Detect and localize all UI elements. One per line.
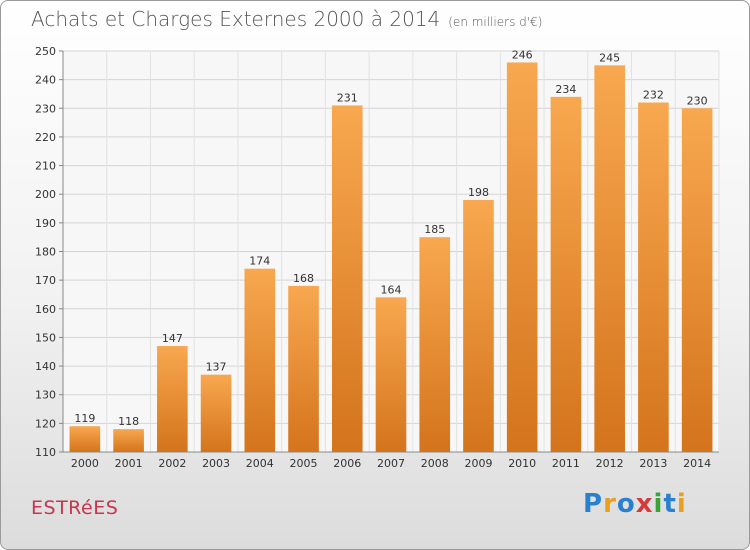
y-tick-label: 130 xyxy=(35,389,56,402)
value-label-2006: 231 xyxy=(337,91,358,104)
bar-2011 xyxy=(550,96,582,452)
value-label-2014: 230 xyxy=(687,94,708,107)
bar-2006 xyxy=(331,105,363,453)
x-tick-label-2002: 2002 xyxy=(158,457,186,470)
y-tick-label: 140 xyxy=(35,360,56,373)
value-label-2002: 147 xyxy=(162,332,183,345)
y-tick-label: 220 xyxy=(35,131,56,144)
y-tick-label: 150 xyxy=(35,331,56,344)
x-tick-label-2001: 2001 xyxy=(115,457,143,470)
chart-title: Achats et Charges Externes 2000 à 2014 (e… xyxy=(31,7,542,31)
value-label-2004: 174 xyxy=(249,255,270,268)
y-tick-label: 240 xyxy=(35,74,56,87)
bar-2002 xyxy=(157,346,188,452)
bar-2007 xyxy=(375,297,407,452)
bar-2014 xyxy=(681,108,713,453)
bar-2000 xyxy=(69,426,101,452)
x-tick-label-2008: 2008 xyxy=(421,457,449,470)
value-label-2009: 198 xyxy=(468,186,489,199)
x-tick-label-2013: 2013 xyxy=(639,457,667,470)
value-label-2007: 164 xyxy=(381,283,402,296)
x-tick-label-2000: 2000 xyxy=(71,457,99,470)
y-tick-label: 200 xyxy=(35,188,56,201)
y-tick-label: 110 xyxy=(35,446,56,459)
bar-2010 xyxy=(506,62,538,452)
value-label-2011: 234 xyxy=(555,83,576,96)
x-tick-label-2009: 2009 xyxy=(464,457,492,470)
y-tick-label: 160 xyxy=(35,303,56,316)
x-tick-label-2006: 2006 xyxy=(333,457,361,470)
value-label-2005: 168 xyxy=(293,272,314,285)
bar-2005 xyxy=(288,285,319,452)
x-tick-label-2007: 2007 xyxy=(377,457,405,470)
chart-title-text: Achats et Charges Externes 2000 à 2014 xyxy=(31,7,441,31)
value-label-2003: 137 xyxy=(206,361,227,374)
value-label-2008: 185 xyxy=(424,223,445,236)
value-label-2001: 118 xyxy=(118,415,139,428)
bars: 119 118 147 137 174 168 231 164 185 198 246 234 245 2… xyxy=(69,48,713,453)
bar-2001 xyxy=(113,429,144,452)
y-tick-label: 180 xyxy=(35,246,56,259)
x-tick-label-2005: 2005 xyxy=(290,457,318,470)
bar-2004 xyxy=(244,268,276,452)
y-tick-label: 250 xyxy=(35,45,56,58)
y-tick-label: 120 xyxy=(35,417,56,430)
y-tick-label: 210 xyxy=(35,160,56,173)
place-name: ESTRéES xyxy=(31,497,119,519)
chart-unit: (en milliers d'€) xyxy=(448,15,543,29)
y-tick-label: 190 xyxy=(35,217,56,230)
axes: 110 120 130 140 150 160 170 180 190 200 210 220 230 2… xyxy=(35,45,719,470)
bar-2008 xyxy=(419,237,451,452)
x-tick-label-2012: 2012 xyxy=(596,457,624,470)
bar-2009 xyxy=(463,199,494,452)
value-label-2013: 232 xyxy=(643,89,664,102)
x-tick-label-2011: 2011 xyxy=(552,457,580,470)
value-label-2010: 246 xyxy=(512,48,533,61)
x-tick-label-2004: 2004 xyxy=(246,457,274,470)
bar-2013 xyxy=(638,102,669,453)
bar-2003 xyxy=(200,374,232,452)
x-tick-label-2014: 2014 xyxy=(683,457,711,470)
x-tick-label-2010: 2010 xyxy=(508,457,536,470)
y-tick-label: 170 xyxy=(35,274,56,287)
x-tick-label-2003: 2003 xyxy=(202,457,230,470)
bar-2012 xyxy=(594,65,625,453)
proxiti-logo: Proxiti xyxy=(583,489,687,519)
value-label-2012: 245 xyxy=(599,51,620,64)
y-tick-label: 230 xyxy=(35,102,56,115)
value-label-2000: 119 xyxy=(74,412,95,425)
